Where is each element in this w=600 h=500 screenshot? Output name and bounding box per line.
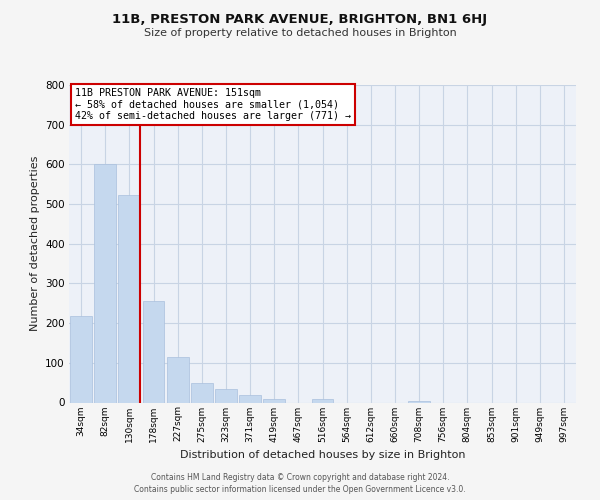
X-axis label: Distribution of detached houses by size in Brighton: Distribution of detached houses by size … bbox=[180, 450, 465, 460]
Bar bbox=[70, 316, 92, 402]
Bar bbox=[167, 357, 188, 403]
Bar bbox=[408, 400, 430, 402]
Bar bbox=[118, 196, 140, 402]
Text: Size of property relative to detached houses in Brighton: Size of property relative to detached ho… bbox=[143, 28, 457, 38]
Text: Contains public sector information licensed under the Open Government Licence v3: Contains public sector information licen… bbox=[134, 485, 466, 494]
Bar bbox=[94, 164, 116, 402]
Bar bbox=[239, 394, 261, 402]
Text: 11B PRESTON PARK AVENUE: 151sqm
← 58% of detached houses are smaller (1,054)
42%: 11B PRESTON PARK AVENUE: 151sqm ← 58% of… bbox=[74, 88, 350, 121]
Bar bbox=[143, 300, 164, 402]
Y-axis label: Number of detached properties: Number of detached properties bbox=[29, 156, 40, 332]
Text: Contains HM Land Registry data © Crown copyright and database right 2024.: Contains HM Land Registry data © Crown c… bbox=[151, 472, 449, 482]
Bar bbox=[215, 390, 237, 402]
Bar bbox=[311, 400, 334, 402]
Bar bbox=[191, 382, 212, 402]
Text: 11B, PRESTON PARK AVENUE, BRIGHTON, BN1 6HJ: 11B, PRESTON PARK AVENUE, BRIGHTON, BN1 … bbox=[112, 12, 488, 26]
Bar bbox=[263, 398, 285, 402]
